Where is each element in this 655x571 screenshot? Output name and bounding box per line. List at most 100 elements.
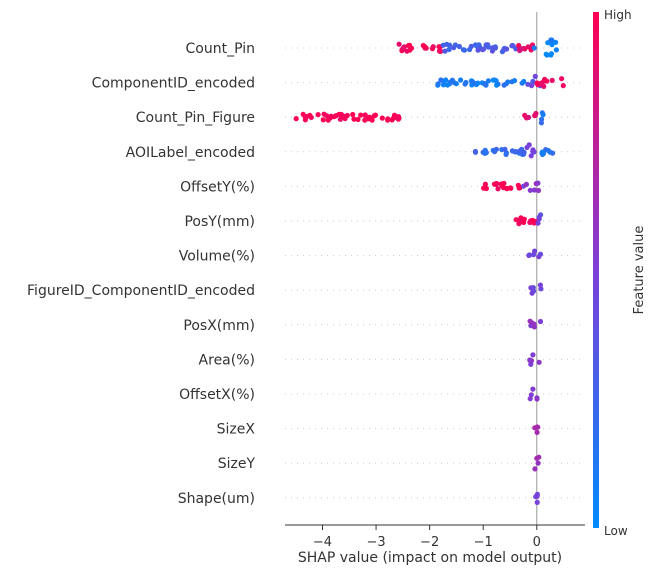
feature-label: ComponentID_encoded — [92, 76, 255, 92]
shap-point — [537, 251, 544, 257]
colorbar-low-label: Low — [604, 524, 628, 538]
feature-label: OffsetY(%) — [180, 179, 255, 195]
shap-point — [534, 499, 540, 505]
shap-point — [537, 282, 544, 288]
shap-point — [475, 47, 482, 53]
shap-point — [536, 359, 542, 365]
shap-point — [482, 150, 488, 156]
shap-point — [379, 115, 385, 121]
shap-point — [530, 386, 536, 392]
feature-row-guides — [285, 47, 585, 499]
shap-point — [482, 181, 488, 187]
shap-point — [548, 37, 554, 43]
shap-point — [303, 114, 309, 120]
shap-point — [492, 77, 498, 83]
shap-point — [534, 80, 540, 86]
shap-point — [559, 76, 565, 82]
feature-label: Count_Pin — [186, 41, 255, 57]
shap-point — [344, 112, 350, 119]
shap-point — [513, 149, 519, 155]
shap-point — [502, 146, 508, 152]
shap-point — [530, 352, 536, 358]
shap-point — [400, 45, 406, 51]
shap-point — [544, 78, 550, 84]
shap-point — [525, 81, 531, 87]
colorbar-high-label: High — [604, 8, 632, 22]
shap-point — [324, 113, 330, 119]
x-tick-label: 0 — [533, 535, 541, 550]
shap-point — [536, 214, 542, 220]
colorbar — [593, 12, 599, 528]
shap-point — [538, 120, 545, 126]
shap-point — [485, 44, 491, 50]
shap-point — [340, 113, 346, 119]
shap-point — [545, 148, 552, 154]
shap-point — [548, 51, 555, 57]
shap-point — [527, 187, 533, 193]
shap-point — [355, 116, 361, 123]
shap-point — [528, 285, 534, 291]
shap-point — [534, 493, 540, 499]
shap-point — [385, 117, 391, 123]
x-tick-label: −4 — [313, 535, 332, 550]
feature-label: Shape(um) — [178, 491, 255, 507]
shap-point — [549, 77, 555, 83]
shap-point — [528, 361, 534, 367]
feature-label: Count_Pin_Figure — [136, 110, 255, 126]
shap-point — [535, 220, 541, 226]
feature-label: Volume(%) — [179, 249, 255, 265]
shap-point — [531, 324, 538, 330]
shap-point — [499, 49, 505, 55]
shap-point — [396, 41, 402, 47]
feature-label: FigureID_ComponentID_encoded — [27, 283, 255, 299]
colorbar-title: Feature value — [632, 226, 647, 315]
shap-point — [540, 112, 546, 118]
shap-point — [532, 73, 538, 79]
shap-point — [452, 42, 458, 48]
shap-point — [523, 181, 530, 187]
shap-point — [535, 180, 541, 186]
shap-point — [365, 116, 371, 122]
shap-point — [430, 44, 436, 50]
shap-point — [435, 81, 441, 87]
shap-point — [446, 46, 452, 53]
shap-point — [533, 110, 539, 117]
shap-point — [517, 148, 523, 154]
shap-point — [553, 47, 560, 53]
shap-point — [446, 42, 453, 48]
shap-point — [527, 396, 533, 402]
x-tick-label: −1 — [474, 535, 493, 550]
shap-point — [494, 180, 500, 187]
shap-point — [443, 77, 449, 83]
feature-label: SizeX — [217, 422, 256, 438]
feature-label: SizeY — [218, 456, 256, 472]
shap-point — [481, 46, 487, 52]
shap-point — [472, 148, 478, 155]
shap-point — [543, 51, 549, 57]
shap-point — [538, 81, 544, 87]
shap-point — [293, 116, 299, 122]
shap-point — [499, 183, 505, 189]
shap-point — [315, 112, 321, 118]
shap-point — [534, 429, 540, 435]
shap-point — [444, 82, 451, 88]
feature-label: AOILabel_encoded — [126, 145, 255, 161]
shap-point — [495, 186, 501, 192]
x-axis-ticks: −4 −3 −2 −1 0 — [313, 525, 541, 550]
shap-point — [528, 392, 534, 398]
shap-point — [535, 460, 541, 466]
shap-point — [530, 147, 536, 153]
shap-point — [501, 82, 507, 88]
x-tick-label: −2 — [420, 535, 439, 550]
shap-point — [560, 83, 566, 89]
shap-point — [460, 47, 466, 53]
shap-point — [389, 117, 395, 123]
shap-point — [362, 112, 368, 118]
shap-point — [449, 77, 455, 83]
shap-point — [531, 45, 537, 51]
shap-point — [522, 112, 528, 118]
shap-point — [404, 48, 410, 54]
shap-point — [483, 185, 489, 192]
shap-point — [492, 45, 498, 51]
shap-point — [472, 42, 479, 48]
